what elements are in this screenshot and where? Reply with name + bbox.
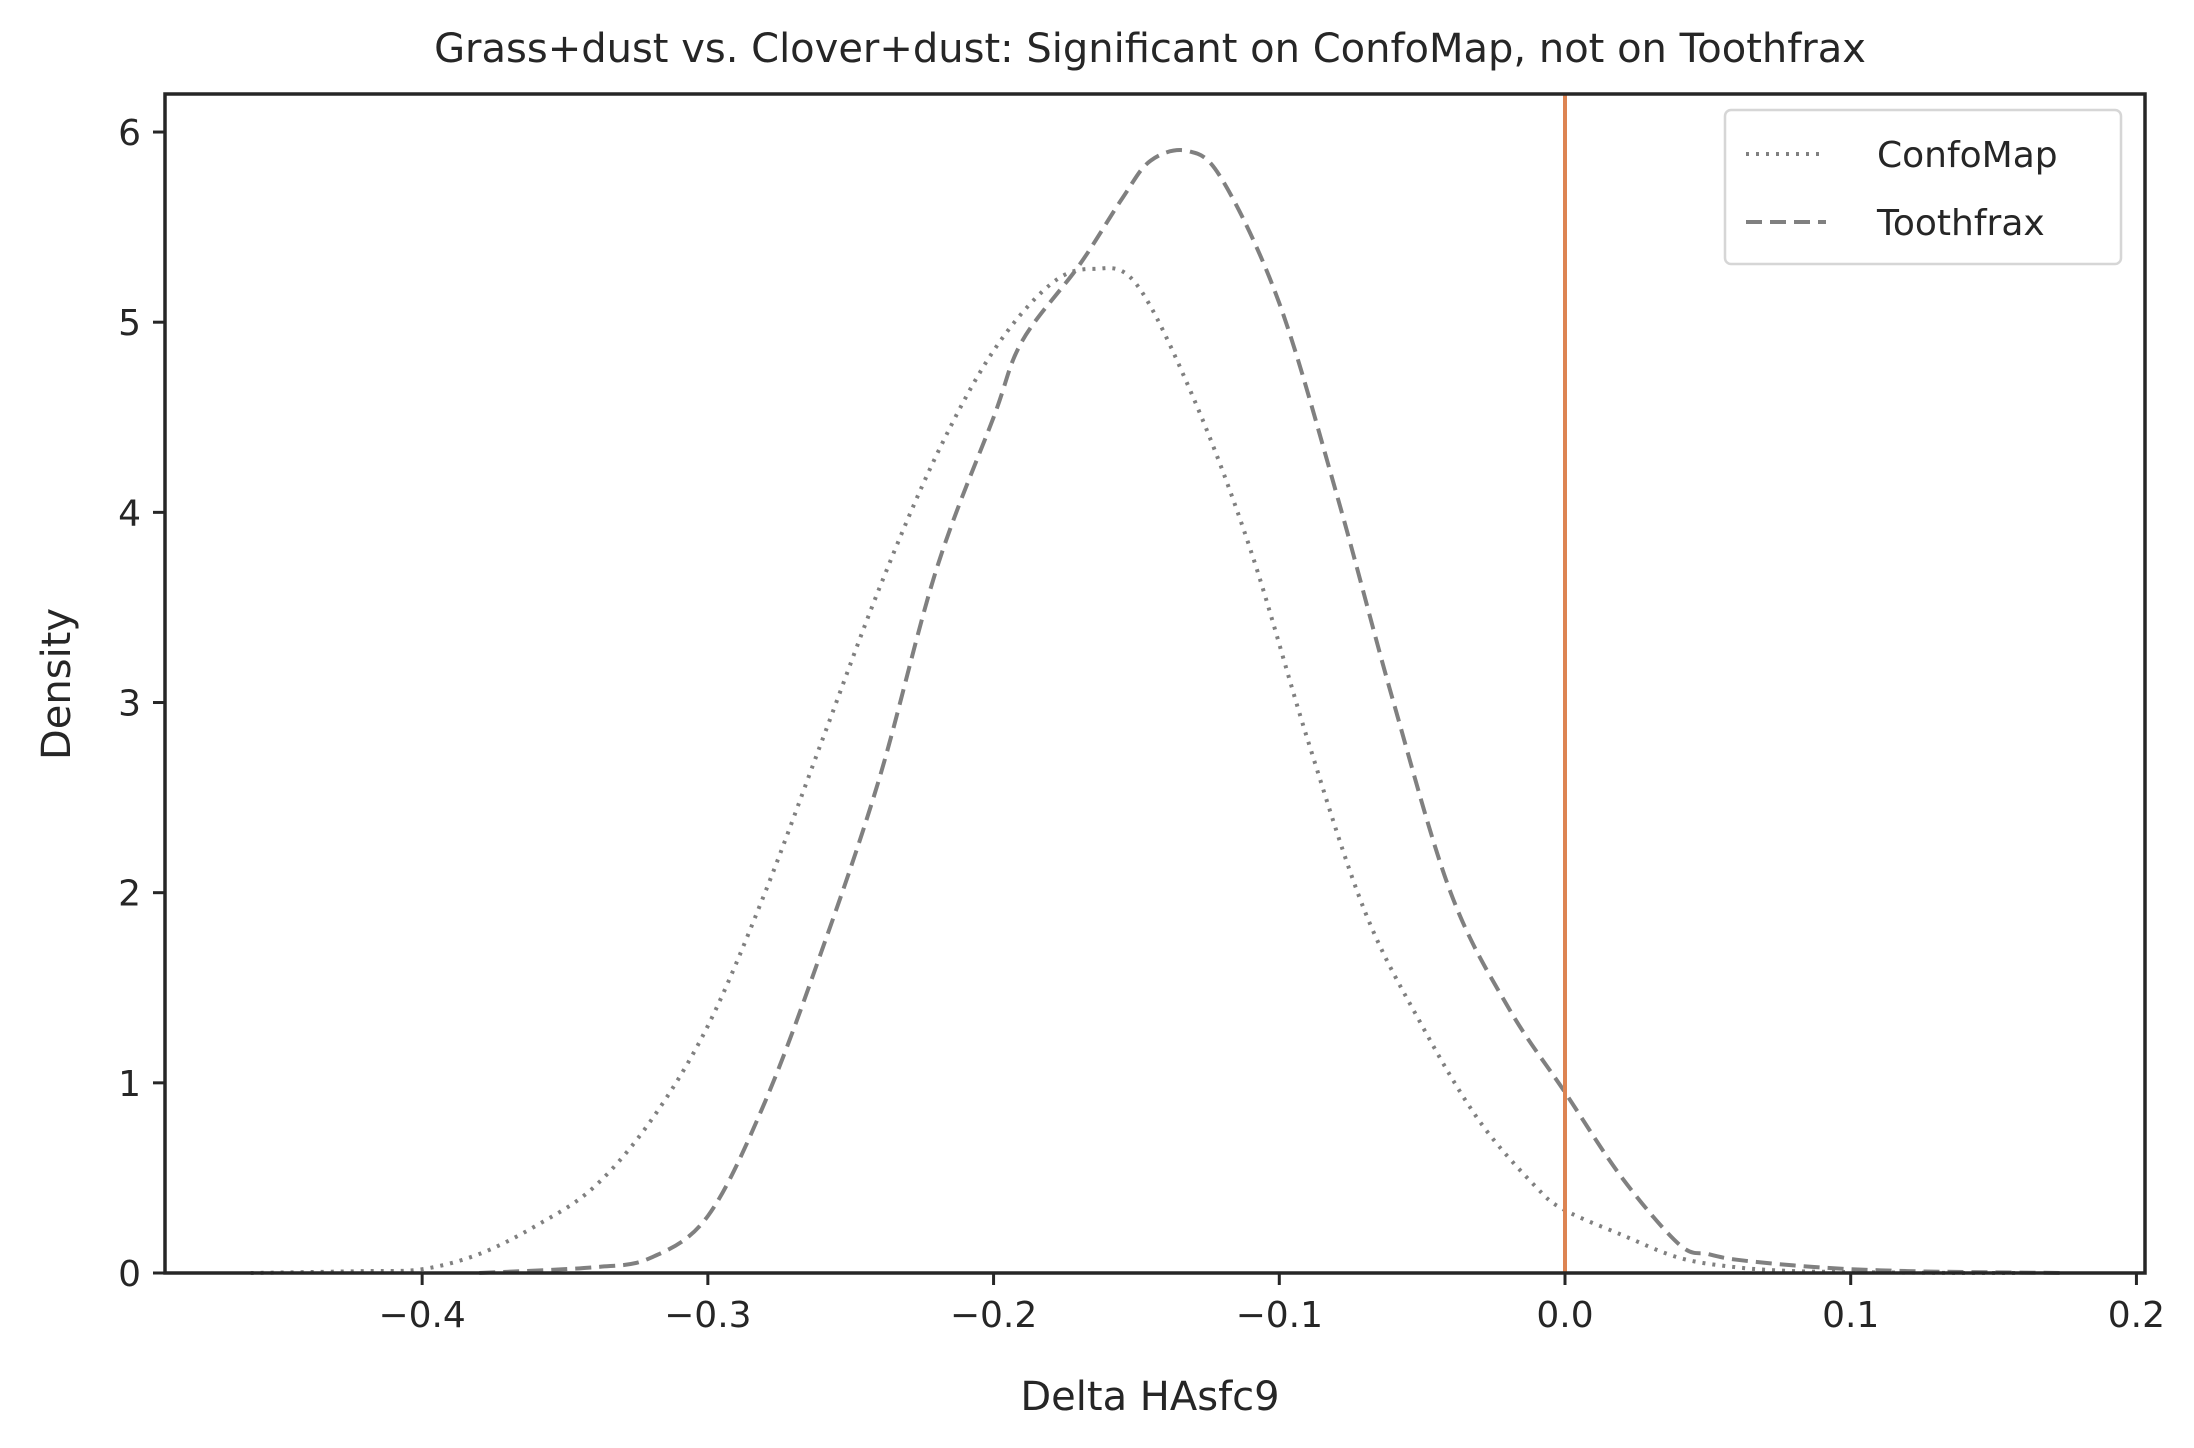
y-tick-label: 4 (118, 493, 141, 534)
legend-label-toothfrax: Toothfrax (1876, 203, 2045, 244)
y-axis-label: Density (34, 608, 80, 760)
x-axis: −0.4 −0.3 −0.2 −0.1 0.0 0.1 0.2 (378, 1273, 2165, 1336)
y-tick-label: 0 (118, 1254, 141, 1295)
legend-label-confomap: ConfoMap (1877, 135, 2058, 176)
x-tick-label: 0.2 (2108, 1295, 2165, 1336)
y-tick-label: 1 (118, 1064, 141, 1105)
x-tick-label: −0.2 (950, 1295, 1037, 1336)
chart-title: Grass+dust vs. Clover+dust: Significant … (434, 26, 1866, 72)
legend-box (1723, 108, 2123, 266)
y-tick-label: 5 (118, 303, 141, 344)
y-axis: 0 1 2 3 4 5 6 (118, 113, 165, 1295)
x-tick-label: −0.1 (1236, 1295, 1323, 1336)
axes-frame (163, 92, 2147, 1275)
x-tick-label: 0.0 (1536, 1295, 1593, 1336)
x-axis-label: Delta HAsfc9 (1020, 1374, 1279, 1420)
x-tick-label: −0.4 (378, 1295, 465, 1336)
x-tick-label: −0.3 (664, 1295, 751, 1336)
series-line-toothfrax (479, 148, 2066, 1275)
x-tick-label: 0.1 (1822, 1295, 1879, 1336)
y-tick-label: 2 (118, 874, 141, 915)
series-line-confomap (250, 266, 2023, 1276)
y-tick-label: 3 (118, 684, 141, 725)
y-tick-label: 6 (118, 113, 141, 154)
legend: ConfoMap Toothfrax (1723, 108, 2123, 266)
plot-area (250, 94, 2066, 1276)
